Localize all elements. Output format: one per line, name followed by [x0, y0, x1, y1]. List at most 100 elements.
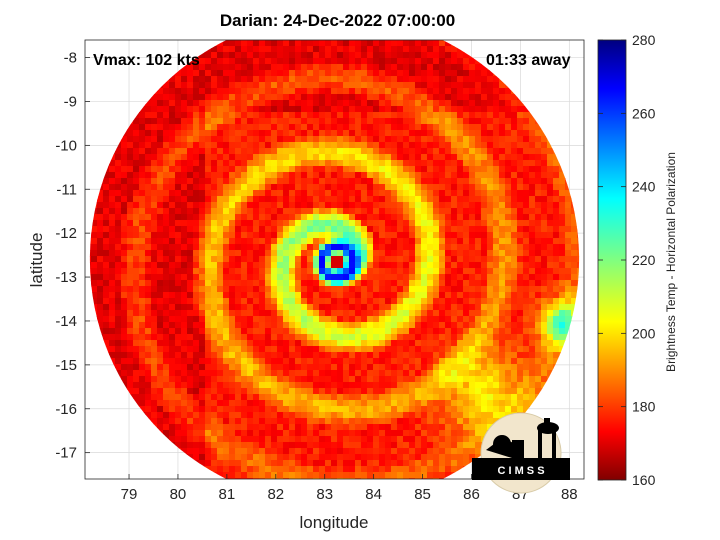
field-cell	[481, 250, 488, 257]
field-cell	[139, 370, 146, 377]
field-cell	[451, 202, 458, 209]
field-cell	[361, 268, 368, 275]
field-cell	[127, 340, 134, 347]
field-cell	[409, 316, 416, 323]
field-cell	[307, 124, 314, 131]
field-cell	[469, 232, 476, 239]
field-cell	[331, 190, 338, 197]
field-cell	[223, 304, 230, 311]
field-cell	[211, 304, 218, 311]
field-cell	[127, 322, 134, 329]
field-cell	[247, 40, 254, 47]
field-cell	[505, 268, 512, 275]
field-cell	[463, 382, 470, 389]
field-cell	[211, 100, 218, 107]
field-cell	[241, 316, 248, 323]
field-cell	[373, 274, 380, 281]
field-cell	[139, 364, 146, 371]
field-cell	[181, 190, 188, 197]
field-cell	[229, 226, 236, 233]
field-cell	[187, 160, 194, 167]
field-cell	[541, 232, 548, 239]
field-cell	[109, 358, 116, 365]
field-cell	[169, 124, 176, 131]
field-cell	[571, 274, 578, 281]
field-cell	[343, 262, 350, 269]
field-cell	[271, 76, 278, 83]
field-cell	[127, 304, 134, 311]
field-cell	[523, 136, 530, 143]
field-cell	[379, 172, 386, 179]
field-cell	[193, 370, 200, 377]
field-cell	[223, 388, 230, 395]
field-cell	[289, 112, 296, 119]
field-cell	[433, 118, 440, 125]
field-cell	[535, 274, 542, 281]
field-cell	[385, 328, 392, 335]
field-cell	[265, 328, 272, 335]
field-cell	[451, 292, 458, 299]
field-cell	[253, 82, 260, 89]
field-cell	[475, 82, 482, 89]
field-cell	[487, 268, 494, 275]
field-cell	[115, 196, 122, 203]
field-cell	[199, 274, 206, 281]
field-cell	[487, 178, 494, 185]
field-cell	[379, 286, 386, 293]
field-cell	[103, 334, 110, 341]
field-cell	[289, 196, 296, 203]
field-cell	[289, 76, 296, 83]
field-cell	[211, 346, 218, 353]
field-cell	[475, 154, 482, 161]
field-cell	[565, 238, 572, 245]
field-cell	[499, 328, 506, 335]
field-cell	[151, 370, 158, 377]
field-cell	[421, 238, 428, 245]
field-cell	[337, 268, 344, 275]
field-cell	[469, 292, 476, 299]
field-cell	[91, 232, 98, 239]
field-cell	[391, 334, 398, 341]
field-cell	[259, 70, 266, 77]
field-cell	[127, 208, 134, 215]
field-cell	[505, 232, 512, 239]
field-cell	[265, 346, 272, 353]
field-cell	[307, 94, 314, 101]
field-cell	[433, 364, 440, 371]
field-cell	[529, 118, 536, 125]
field-cell	[541, 250, 548, 257]
field-cell	[223, 46, 230, 53]
field-cell	[181, 94, 188, 101]
field-cell	[457, 316, 464, 323]
field-cell	[409, 226, 416, 233]
field-cell	[541, 136, 548, 143]
field-cell	[193, 316, 200, 323]
field-cell	[289, 100, 296, 107]
field-cell	[259, 370, 266, 377]
field-cell	[535, 178, 542, 185]
field-cell	[277, 142, 284, 149]
field-cell	[259, 286, 266, 293]
field-cell	[469, 148, 476, 155]
field-cell	[385, 244, 392, 251]
field-cell	[295, 352, 302, 359]
field-cell	[121, 346, 128, 353]
field-cell	[379, 124, 386, 131]
field-cell	[187, 232, 194, 239]
field-cell	[139, 256, 146, 263]
field-cell	[277, 112, 284, 119]
field-cell	[289, 220, 296, 227]
field-cell	[379, 376, 386, 383]
field-cell	[229, 334, 236, 341]
field-cell	[451, 310, 458, 317]
field-cell	[553, 280, 560, 287]
field-cell	[439, 334, 446, 341]
field-cell	[541, 220, 548, 227]
field-cell	[379, 382, 386, 389]
field-cell	[415, 352, 422, 359]
field-cell	[553, 340, 560, 347]
field-cell	[355, 382, 362, 389]
field-cell	[385, 214, 392, 221]
field-cell	[295, 340, 302, 347]
field-cell	[445, 196, 452, 203]
